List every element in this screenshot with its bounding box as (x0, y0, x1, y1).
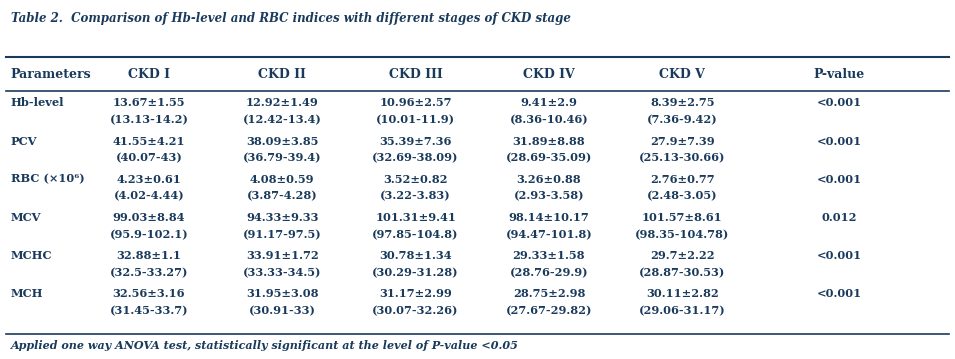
Text: (30.91-33): (30.91-33) (249, 305, 316, 316)
Text: PCV: PCV (11, 136, 37, 146)
Text: (28.87-30.53): (28.87-30.53) (639, 267, 726, 278)
Text: (29.06-31.17): (29.06-31.17) (639, 305, 726, 316)
Text: (40.07-43): (40.07-43) (116, 153, 182, 164)
Text: CKD III: CKD III (389, 68, 442, 81)
Text: 8.39±2.75: 8.39±2.75 (650, 97, 714, 108)
Text: 4.23±0.61: 4.23±0.61 (117, 174, 181, 185)
Text: Table 2.  Comparison of Hb-level and RBC indices with different stages of CKD st: Table 2. Comparison of Hb-level and RBC … (11, 12, 571, 25)
Text: 9.41±2.9: 9.41±2.9 (520, 97, 578, 108)
Text: (25.13-30.66): (25.13-30.66) (639, 153, 726, 164)
Text: 31.95±3.08: 31.95±3.08 (246, 288, 319, 299)
Text: 32.88±1.1: 32.88±1.1 (117, 250, 181, 261)
Text: (3.87-4.28): (3.87-4.28) (247, 191, 318, 202)
Text: (27.67-29.82): (27.67-29.82) (505, 305, 592, 316)
Text: (33.33-34.5): (33.33-34.5) (243, 267, 322, 278)
Text: (36.79-39.4): (36.79-39.4) (243, 153, 322, 164)
Text: 98.14±10.17: 98.14±10.17 (509, 212, 589, 223)
Text: 4.08±0.59: 4.08±0.59 (250, 174, 314, 185)
Text: <0.001: <0.001 (817, 288, 862, 299)
Text: <0.001: <0.001 (817, 136, 862, 146)
Text: 3.52±0.82: 3.52±0.82 (383, 174, 448, 185)
Text: (30.29-31.28): (30.29-31.28) (372, 267, 459, 278)
Text: (28.69-35.09): (28.69-35.09) (506, 153, 592, 164)
Text: (32.69-38.09): (32.69-38.09) (372, 153, 458, 164)
Text: MCHC: MCHC (11, 250, 53, 261)
Text: 0.012: 0.012 (821, 212, 857, 223)
Text: CKD IV: CKD IV (523, 68, 575, 81)
Text: 32.56±3.16: 32.56±3.16 (113, 288, 185, 299)
Text: RBC (×10⁶): RBC (×10⁶) (11, 174, 85, 185)
Text: 10.96±2.57: 10.96±2.57 (379, 97, 452, 108)
Text: (98.35-104.78): (98.35-104.78) (635, 229, 730, 240)
Text: 41.55±4.21: 41.55±4.21 (113, 136, 185, 146)
Text: 101.31±9.41: 101.31±9.41 (375, 212, 456, 223)
Text: 12.92±1.49: 12.92±1.49 (246, 97, 319, 108)
Text: 28.75±2.98: 28.75±2.98 (513, 288, 585, 299)
Text: 29.33±1.58: 29.33±1.58 (513, 250, 585, 261)
Text: (10.01-11.9): (10.01-11.9) (376, 115, 456, 126)
Text: (8.36-10.46): (8.36-10.46) (510, 115, 588, 126)
Text: (2.48-3.05): (2.48-3.05) (647, 191, 717, 202)
Text: 30.78±1.34: 30.78±1.34 (379, 250, 452, 261)
Text: 3.26±0.88: 3.26±0.88 (517, 174, 582, 185)
Text: (91.17-97.5): (91.17-97.5) (243, 229, 322, 240)
Text: 30.11±2.82: 30.11±2.82 (646, 288, 718, 299)
Text: (30.07-32.26): (30.07-32.26) (372, 305, 458, 316)
Text: 35.39±7.36: 35.39±7.36 (379, 136, 452, 146)
Text: (3.22-3.83): (3.22-3.83) (380, 191, 451, 202)
Text: 101.57±8.61: 101.57±8.61 (642, 212, 723, 223)
Text: 33.91±1.72: 33.91±1.72 (246, 250, 319, 261)
Text: <0.001: <0.001 (817, 174, 862, 185)
Text: 99.03±8.84: 99.03±8.84 (113, 212, 185, 223)
Text: CKD V: CKD V (659, 68, 705, 81)
Text: <0.001: <0.001 (817, 250, 862, 261)
Text: (13.13-14.2): (13.13-14.2) (110, 115, 188, 126)
Text: Parameters: Parameters (11, 68, 92, 81)
Text: 13.67±1.55: 13.67±1.55 (113, 97, 185, 108)
Text: (28.76-29.9): (28.76-29.9) (510, 267, 588, 278)
Text: (95.9-102.1): (95.9-102.1) (110, 229, 188, 240)
Text: Hb-level: Hb-level (11, 97, 64, 108)
Text: Applied one way ANOVA test, statistically significant at the level of P-value <0: Applied one way ANOVA test, statisticall… (11, 340, 519, 351)
Text: 31.89±8.88: 31.89±8.88 (513, 136, 585, 146)
Text: (94.47-101.8): (94.47-101.8) (505, 229, 592, 240)
Text: 2.76±0.77: 2.76±0.77 (650, 174, 714, 185)
Text: 27.9±7.39: 27.9±7.39 (650, 136, 714, 146)
Text: (4.02-4.44): (4.02-4.44) (114, 191, 184, 202)
Text: <0.001: <0.001 (817, 97, 862, 108)
Text: 38.09±3.85: 38.09±3.85 (246, 136, 318, 146)
Text: (31.45-33.7): (31.45-33.7) (110, 305, 188, 316)
Text: CKD II: CKD II (259, 68, 307, 81)
Text: 31.17±2.99: 31.17±2.99 (379, 288, 452, 299)
Text: MCV: MCV (11, 212, 41, 223)
Text: (2.93-3.58): (2.93-3.58) (514, 191, 584, 202)
Text: CKD I: CKD I (128, 68, 170, 81)
Text: (12.42-13.4): (12.42-13.4) (243, 115, 322, 126)
Text: 29.7±2.22: 29.7±2.22 (650, 250, 714, 261)
Text: P-value: P-value (814, 68, 865, 81)
Text: 94.33±9.33: 94.33±9.33 (246, 212, 319, 223)
Text: (97.85-104.8): (97.85-104.8) (372, 229, 458, 240)
Text: (7.36-9.42): (7.36-9.42) (647, 115, 717, 126)
Text: MCH: MCH (11, 288, 43, 299)
Text: (32.5-33.27): (32.5-33.27) (110, 267, 188, 278)
